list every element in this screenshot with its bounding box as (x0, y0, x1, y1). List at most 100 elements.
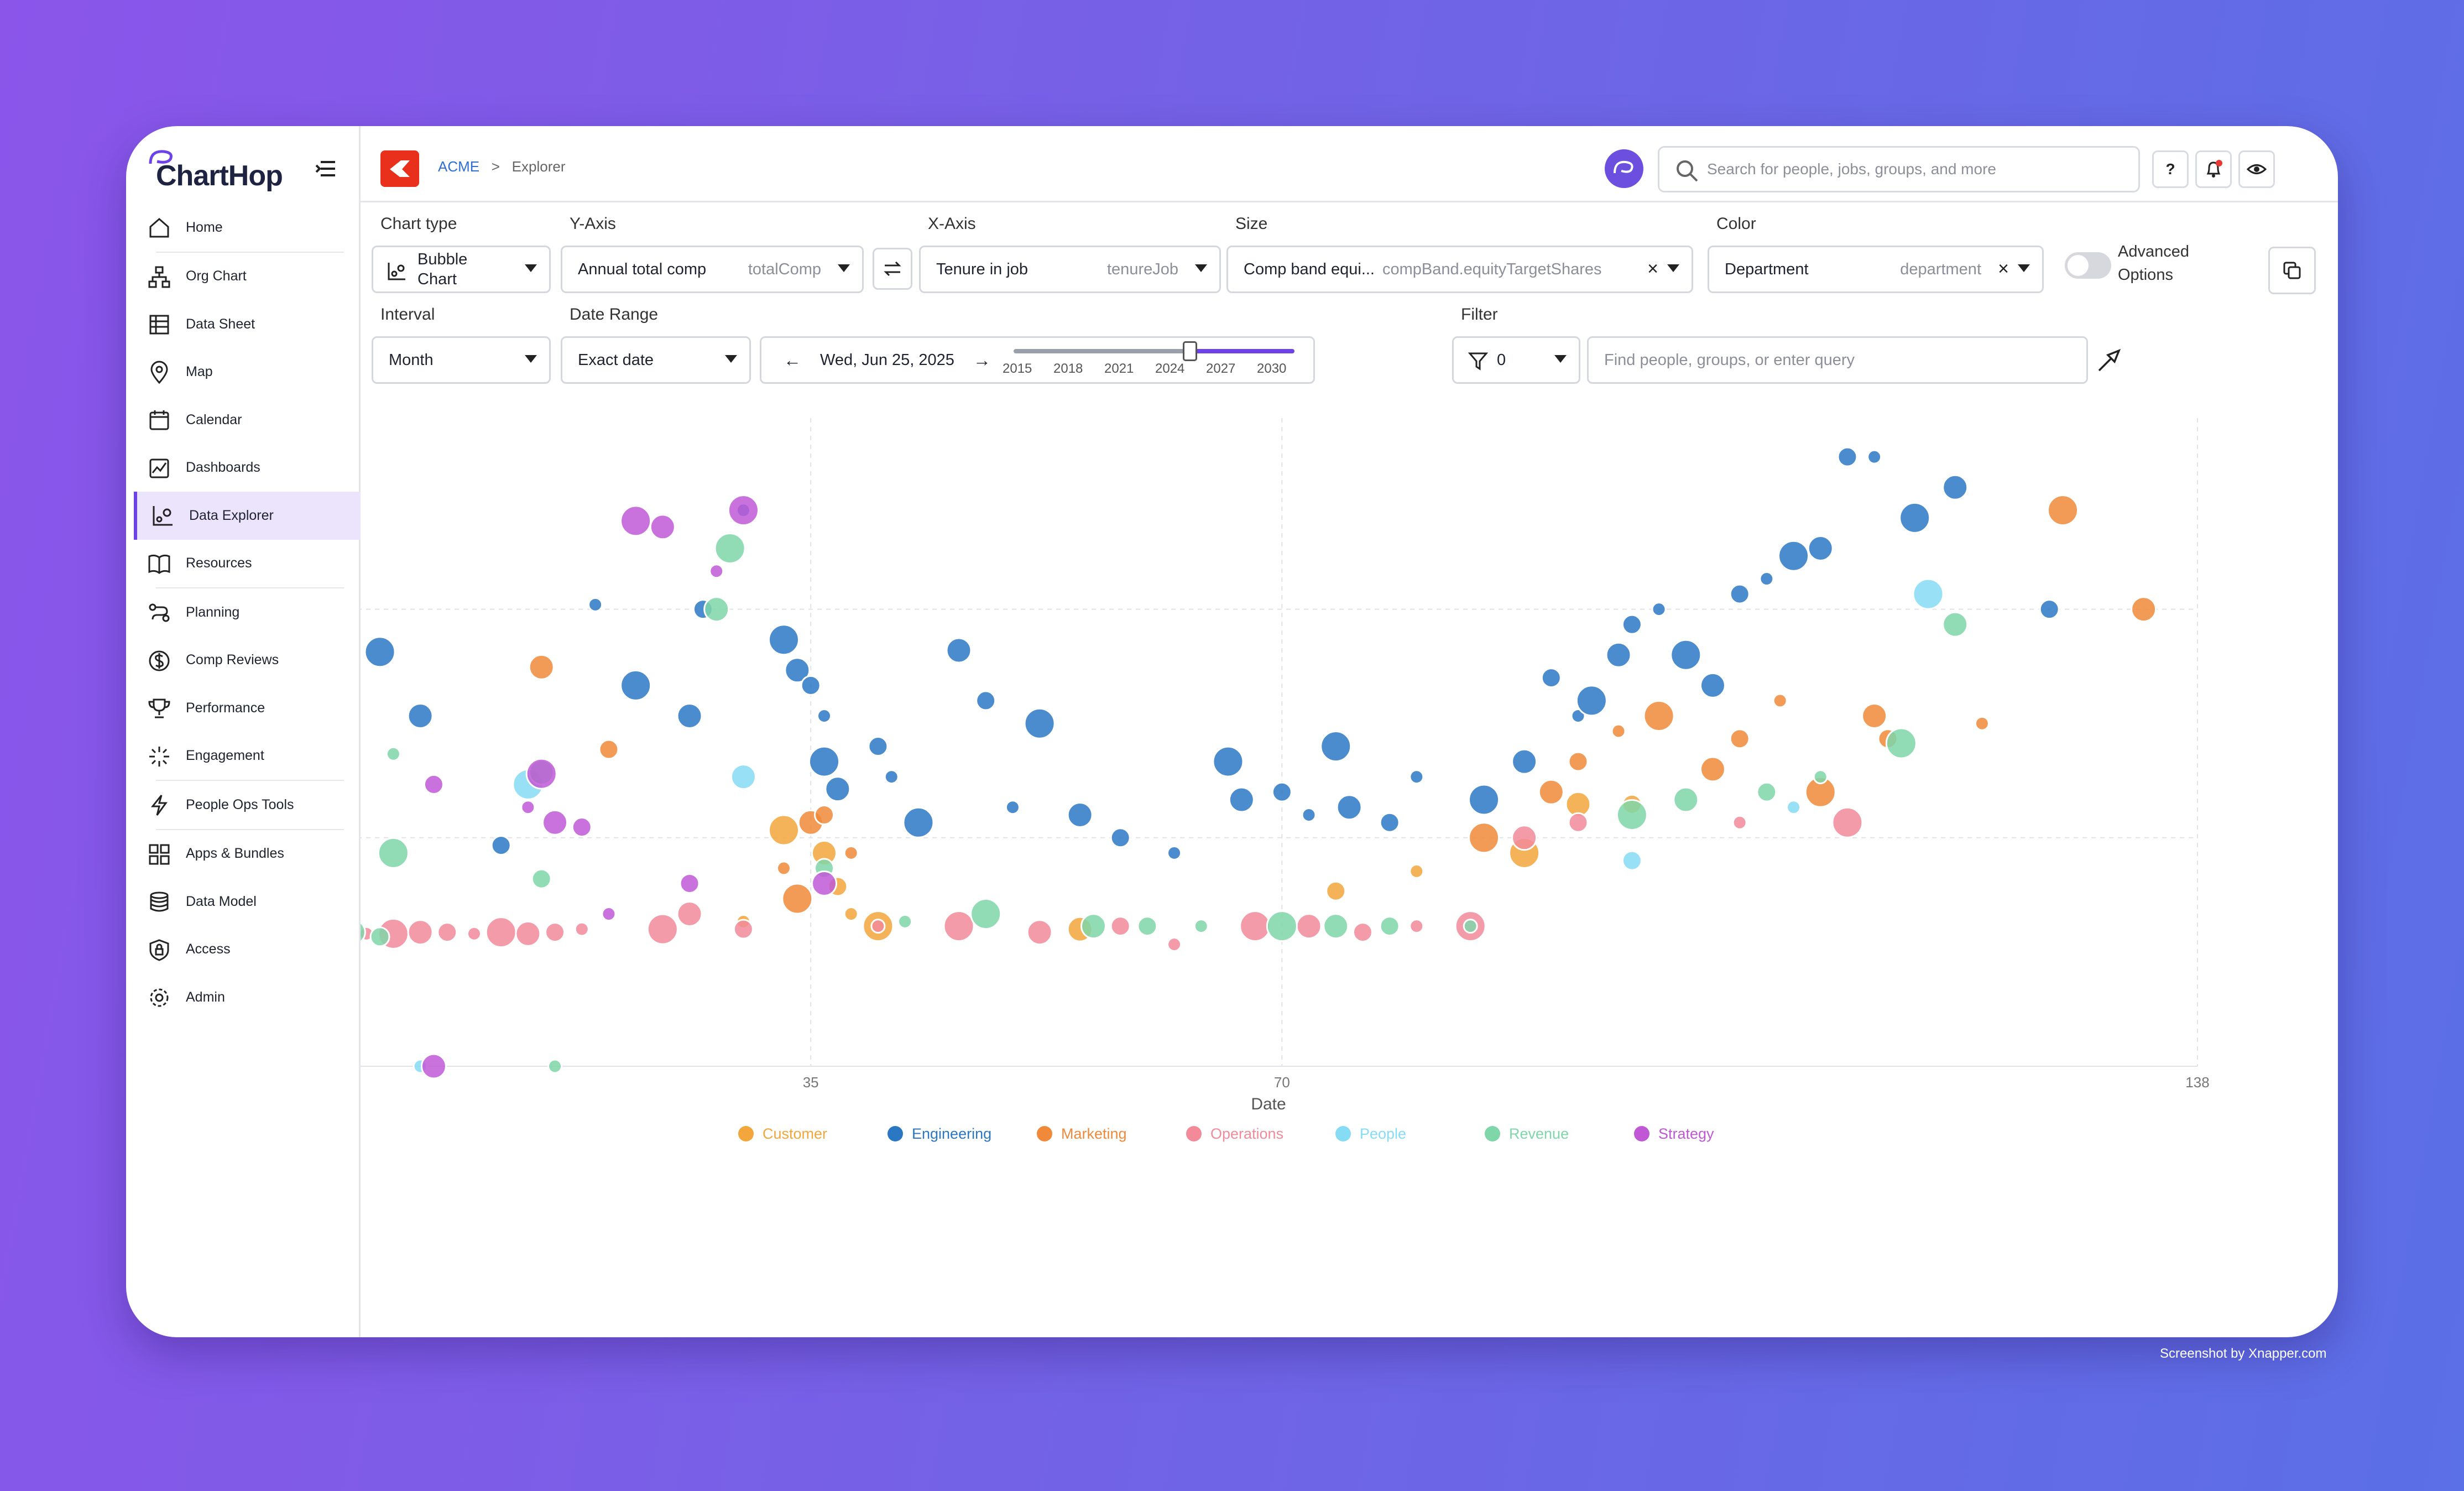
bubble-point (1670, 639, 1702, 671)
legend-label: Operations (1210, 1125, 1283, 1142)
bubble-point (525, 758, 557, 790)
bubble-point (781, 883, 813, 915)
bubble-point (1301, 807, 1317, 822)
bubble-point (1463, 919, 1478, 934)
bubble-point (676, 901, 703, 927)
bubble-point (943, 910, 975, 942)
bubble-point (1616, 799, 1648, 831)
x-axis-select[interactable]: Tenure in job tenureJob (919, 246, 1221, 293)
sidebar-item-label: People Ops Tools (186, 796, 294, 812)
bubble-point (1837, 446, 1858, 467)
sidebar-item-label: Calendar (186, 411, 242, 428)
bell-icon (2206, 160, 2222, 178)
bubble-point (1541, 668, 1562, 689)
charthop-logo-mark (149, 150, 173, 164)
bubble-point (1409, 919, 1424, 934)
sidebar-item-calendar[interactable]: Calendar (134, 396, 361, 444)
date-range-select[interactable]: Exact date (561, 336, 751, 384)
sidebar-item-data-sheet[interactable]: Data Sheet (134, 300, 361, 348)
bubble-point (970, 898, 1002, 930)
clear-color-icon[interactable]: × (1998, 258, 2009, 279)
date-picker: ← Wed, Jun 25, 2025 → 2015 2018 2021 2024 20… (760, 336, 1315, 384)
notifications-button[interactable] (2195, 150, 2232, 188)
query-input[interactable]: Find people, groups, or enter query (1587, 336, 2088, 384)
next-date-icon[interactable]: → (973, 350, 991, 370)
color-select[interactable]: Department department × (1708, 246, 2044, 293)
bubble-point (547, 1059, 563, 1074)
sidebar-item-data-model[interactable]: Data Model (134, 878, 361, 926)
legend-swatch (738, 1126, 754, 1141)
filter-select[interactable]: 0 (1452, 336, 1580, 384)
sidebar-item-label: Data Sheet (186, 316, 255, 332)
org-logo[interactable] (380, 150, 419, 187)
sparkle-icon (147, 744, 171, 769)
view-as-button[interactable] (2238, 150, 2275, 188)
legend-swatch (888, 1126, 903, 1141)
current-date[interactable]: Wed, Jun 25, 2025 (820, 351, 954, 369)
swap-axes-button[interactable] (873, 248, 912, 290)
bubble-point (1729, 583, 1750, 604)
bubble-point (407, 702, 434, 729)
sidebar-item-data-explorer[interactable]: Data Explorer (134, 492, 361, 540)
bubble-point (730, 764, 756, 790)
home-icon (147, 216, 171, 240)
previous-date-icon[interactable]: ← (784, 350, 801, 370)
bubble-point (1942, 611, 1969, 638)
bubble-point (1538, 779, 1564, 805)
color-value: Department (1725, 260, 1809, 278)
sidebar-item-home[interactable]: Home (134, 204, 361, 252)
bubble-point (1912, 578, 1944, 610)
sidebar-item-performance[interactable]: Performance (134, 684, 361, 732)
bubble-point (1778, 540, 1810, 572)
bubble-point (1379, 916, 1400, 937)
filter-count: 0 (1497, 351, 1506, 369)
calendar-icon (147, 408, 171, 432)
bubble-chart: 035701380150.0K300.0K512.6KDateAnnual to… (270, 277, 2338, 1337)
interval-select[interactable]: Month (372, 336, 551, 384)
sidebar-item-comp-reviews[interactable]: Comp Reviews (134, 637, 361, 685)
help-button[interactable]: ? (2152, 150, 2189, 188)
date-slider[interactable]: 2015 2018 2021 2024 2027 2030 (1003, 338, 1301, 382)
charthop-logo[interactable]: ChartHop (145, 147, 289, 192)
copy-chart-button[interactable] (2268, 247, 2316, 294)
bubble-point (811, 870, 838, 896)
collapse-sidebar-icon[interactable] (315, 157, 337, 185)
slider-year-label: 2018 (1053, 361, 1083, 376)
slider-range (1189, 349, 1294, 353)
global-search-input[interactable]: Search for people, jobs, groups, and mor… (1658, 146, 2140, 192)
magic-query-button[interactable] (2095, 346, 2123, 378)
sidebar-item-apps-bundles[interactable]: Apps & Bundles (134, 830, 361, 878)
slider-handle[interactable] (1183, 341, 1197, 361)
bubble-point (817, 708, 832, 723)
sidebar-item-access[interactable]: Access (134, 926, 361, 974)
bubble-point (1511, 748, 1538, 775)
sidebar-item-admin[interactable]: Admin (134, 973, 361, 1021)
bubble-point (1643, 700, 1675, 732)
sidebar-item-map[interactable]: Map (134, 348, 361, 397)
size-value: Comp band equi... (1244, 260, 1375, 278)
ai-assistant-icon[interactable] (1605, 149, 1643, 188)
dollar-icon (147, 649, 171, 673)
legend-swatch (1186, 1126, 1202, 1141)
legend-swatch (1335, 1126, 1351, 1141)
bubble-point (1786, 800, 1802, 815)
sidebar-item-people-ops-tools[interactable]: People Ops Tools (134, 781, 361, 829)
y-axis-select[interactable]: Annual total comp totalComp (561, 246, 864, 293)
legend-label: Marketing (1061, 1125, 1127, 1142)
sidebar-item-dashboards[interactable]: Dashboards (134, 444, 361, 492)
breadcrumb-org[interactable]: ACME (438, 158, 480, 175)
sidebar-item-planning[interactable]: Planning (134, 588, 361, 637)
bubble-point (1611, 723, 1626, 739)
sidebar-item-resources[interactable]: Resources (134, 540, 361, 588)
advanced-options-toggle[interactable] (2065, 252, 2111, 279)
clear-size-icon[interactable]: × (1647, 258, 1658, 279)
size-select[interactable]: Comp band equi... compBand.equityTargetS… (1226, 246, 1693, 293)
sidebar-item-engagement[interactable]: Engagement (134, 732, 361, 780)
x-axis-title: Date (1251, 1095, 1286, 1113)
chart-type-select[interactable]: Bubble Chart (372, 246, 551, 293)
sidebar-item-org-chart[interactable]: Org Chart (134, 253, 361, 301)
bubble-point (1575, 685, 1607, 717)
chart-canvas: 035701380150.0K300.0K512.6KDateAnnual to… (270, 277, 2210, 1142)
bubble-point (1024, 707, 1056, 739)
data-explorer-icon (150, 504, 175, 528)
